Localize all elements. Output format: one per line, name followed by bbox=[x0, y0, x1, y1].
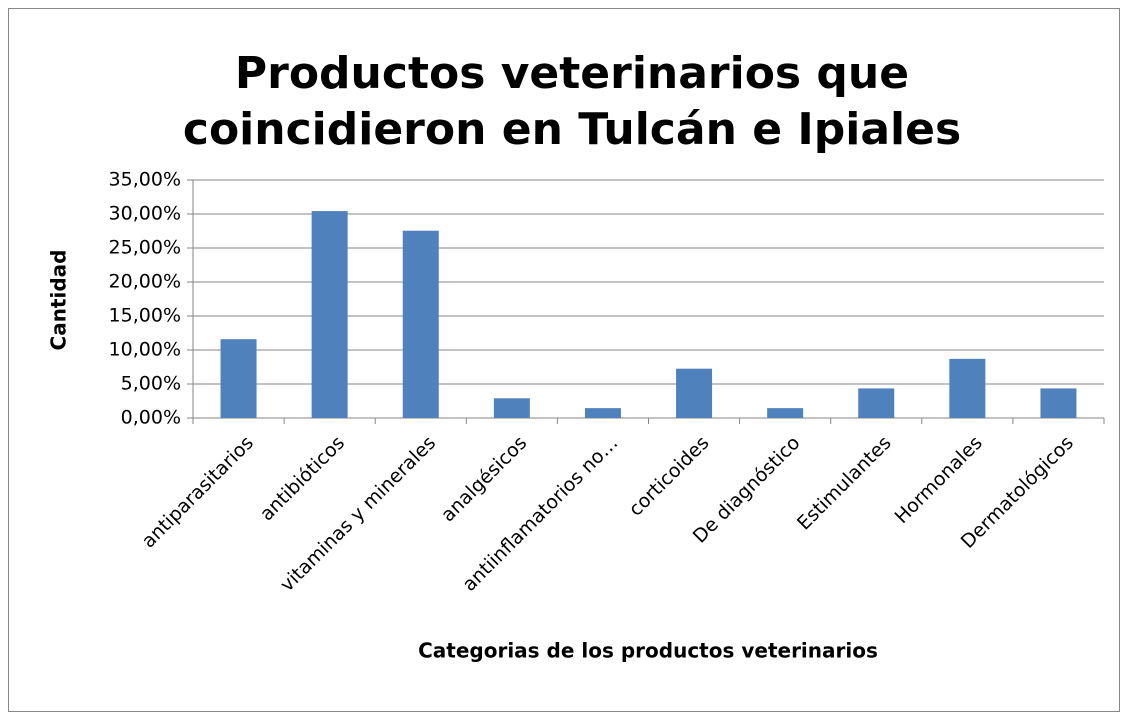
y-tick-label: 30,00% bbox=[109, 203, 181, 225]
bar bbox=[949, 358, 986, 418]
bar bbox=[493, 398, 530, 418]
bar bbox=[311, 211, 348, 418]
bar bbox=[676, 368, 713, 418]
y-tick-label: 20,00% bbox=[109, 271, 181, 293]
chart-title: Productos veterinarios que bbox=[235, 48, 909, 99]
y-tick-label: 10,00% bbox=[109, 339, 181, 361]
bar bbox=[584, 408, 621, 418]
bar bbox=[220, 339, 257, 418]
y-tick-label: 5,00% bbox=[121, 373, 181, 395]
y-tick-label: 25,00% bbox=[109, 237, 181, 259]
chart-border bbox=[8, 8, 1120, 712]
y-tick-label: 35,00% bbox=[109, 169, 181, 191]
y-axis-title: Cantidad bbox=[47, 250, 71, 351]
bar bbox=[858, 388, 895, 418]
bar bbox=[767, 408, 804, 418]
y-tick-label: 15,00% bbox=[109, 305, 181, 327]
bar bbox=[1040, 388, 1077, 418]
chart-title: coincidieron en Tulcán e Ipiales bbox=[183, 104, 961, 155]
x-axis-title: Categorias de los productos veterinarios bbox=[418, 639, 878, 663]
bar bbox=[402, 230, 439, 418]
y-tick-label: 0,00% bbox=[121, 407, 181, 429]
